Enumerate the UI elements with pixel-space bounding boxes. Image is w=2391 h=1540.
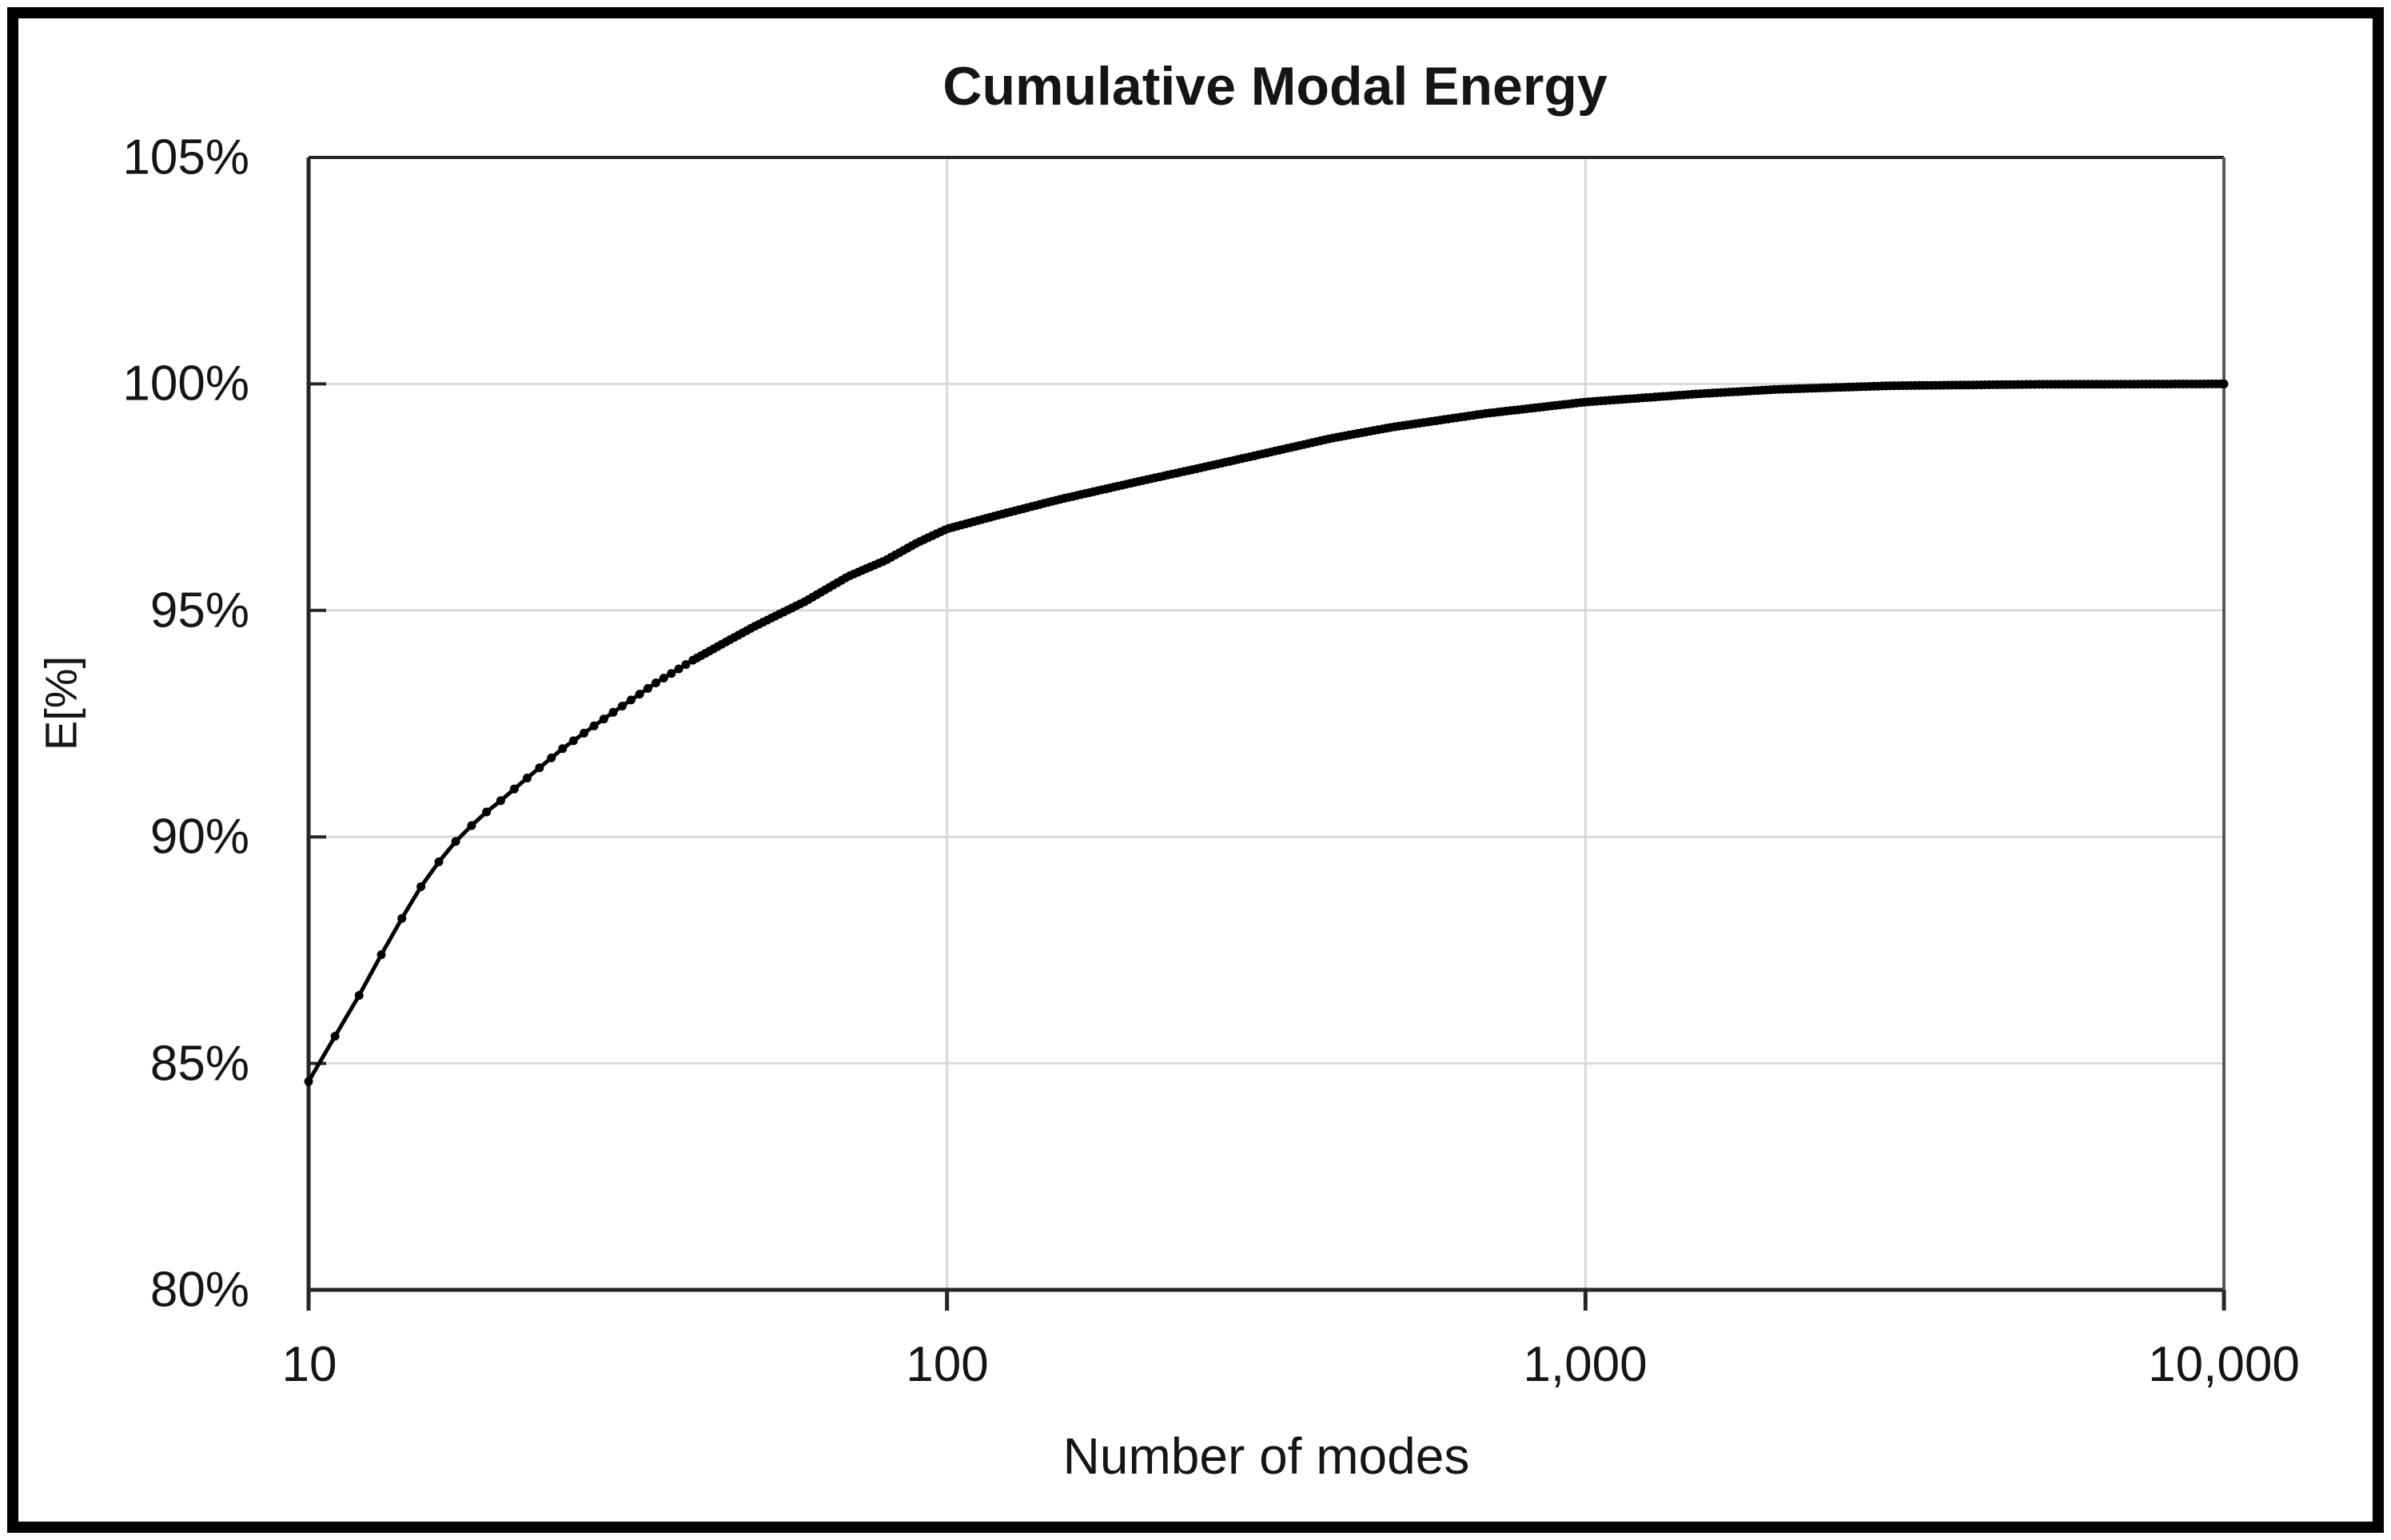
x-tick-label-1000: 1,000 <box>1523 1337 1648 1392</box>
x-tick-label-100: 100 <box>906 1337 989 1392</box>
y-tick-label-105: 105% <box>122 129 249 185</box>
y-tick-label-100: 100% <box>122 356 249 412</box>
x-axis-title: Number of modes <box>1062 1427 1470 1485</box>
x-tick-label-10: 10 <box>281 1337 337 1392</box>
x-tick-label-10000: 10,000 <box>2148 1337 2300 1392</box>
y-tick-label-90: 90% <box>149 809 249 865</box>
chart-title: Cumulative Modal Energy <box>942 56 1608 117</box>
y-tick-label-95: 95% <box>149 583 249 639</box>
y-tick-label-85: 85% <box>149 1036 249 1092</box>
y-axis-title: E[%] <box>35 655 86 751</box>
y-tick-label-80: 80% <box>149 1262 249 1318</box>
